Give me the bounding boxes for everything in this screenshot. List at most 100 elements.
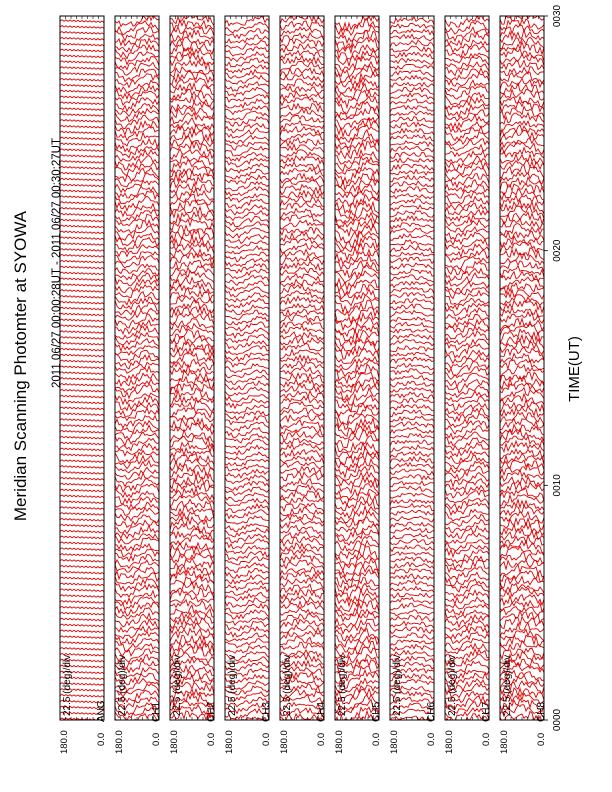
series-line (335, 88, 379, 110)
series-line (170, 193, 214, 207)
series-line (115, 672, 159, 686)
series-line (280, 578, 324, 589)
series-line (390, 450, 434, 458)
series-line (60, 359, 104, 364)
series-line (280, 143, 324, 153)
series-line (280, 595, 324, 606)
series-line (115, 349, 159, 364)
series-line (225, 362, 269, 374)
series-line (335, 687, 379, 705)
series-line (445, 508, 489, 522)
series-line (500, 610, 544, 625)
series-line (390, 51, 434, 60)
series-line (170, 46, 214, 61)
series-line (280, 97, 324, 107)
series-line (445, 272, 489, 287)
series-line (60, 300, 104, 305)
series-line (280, 324, 324, 335)
series-line (280, 360, 324, 370)
series-line (445, 226, 489, 241)
trace-group (500, 16, 544, 720)
series-line (500, 621, 544, 637)
series-line (60, 623, 104, 628)
series-line (445, 669, 489, 682)
series-line (280, 342, 324, 352)
series-line (60, 142, 104, 147)
series-line (115, 442, 159, 457)
series-line (500, 198, 544, 215)
series-line (170, 123, 214, 137)
series-line (390, 374, 434, 382)
series-line (225, 632, 269, 643)
series-line (60, 160, 104, 164)
series-line (170, 663, 214, 677)
series-line (225, 459, 269, 467)
series-line (60, 447, 104, 452)
series-line (335, 440, 379, 459)
series-line (335, 264, 379, 284)
series-line (335, 340, 379, 360)
series-line (335, 405, 379, 426)
series-line (60, 224, 104, 229)
scale-label: 22.5 (deg)/div (502, 655, 513, 716)
series-line (335, 618, 379, 636)
series-line (500, 294, 544, 307)
series-line (60, 406, 104, 411)
series-line (390, 86, 434, 95)
series-line (225, 122, 269, 134)
series-line (170, 128, 214, 144)
series-line (170, 140, 214, 153)
series-line (115, 431, 159, 447)
series-line (335, 622, 379, 642)
series-line (390, 134, 434, 142)
series-line (390, 39, 434, 48)
series-line (170, 412, 214, 423)
trace-group (225, 16, 269, 720)
series-line (335, 128, 379, 149)
series-line (335, 371, 379, 389)
series-line (225, 702, 269, 715)
series-line (115, 660, 159, 674)
series-line (335, 184, 379, 199)
series-line (60, 465, 104, 469)
series-line (500, 481, 544, 493)
series-line (335, 677, 379, 693)
series-line (390, 639, 434, 647)
series-line (280, 641, 324, 651)
series-line (445, 460, 489, 474)
series-line (280, 20, 324, 31)
series-line (280, 695, 324, 705)
series-line (170, 399, 214, 413)
series-line (280, 448, 324, 459)
series-line (60, 424, 104, 428)
series-line (390, 198, 434, 206)
series-line (335, 16, 379, 32)
series-line (170, 322, 214, 337)
series-line (390, 180, 434, 188)
series-line (225, 574, 269, 585)
series-line (225, 616, 269, 626)
series-line (60, 670, 104, 675)
series-line (390, 415, 434, 423)
series-line (500, 504, 544, 517)
series-line (60, 312, 104, 317)
panel-ch8: 22.5 (deg)/div CH8 180.0 0.0 (499, 15, 547, 754)
series-line (500, 247, 544, 261)
series-line (390, 521, 434, 529)
series-line (60, 582, 104, 587)
series-line (115, 56, 159, 71)
series-line (60, 201, 104, 205)
series-line (60, 664, 104, 669)
series-line (335, 593, 379, 612)
series-line (280, 132, 324, 142)
panel-ch6: 22.5 (deg)/div CH6 180.0 0.0 (389, 15, 437, 754)
series-line (390, 256, 434, 265)
series-line (60, 600, 104, 604)
series-line (115, 331, 159, 346)
series-line (445, 695, 489, 710)
series-line (170, 335, 214, 349)
series-line (445, 195, 489, 211)
series-line (60, 212, 104, 217)
series-line (445, 583, 489, 599)
series-line (500, 662, 544, 677)
